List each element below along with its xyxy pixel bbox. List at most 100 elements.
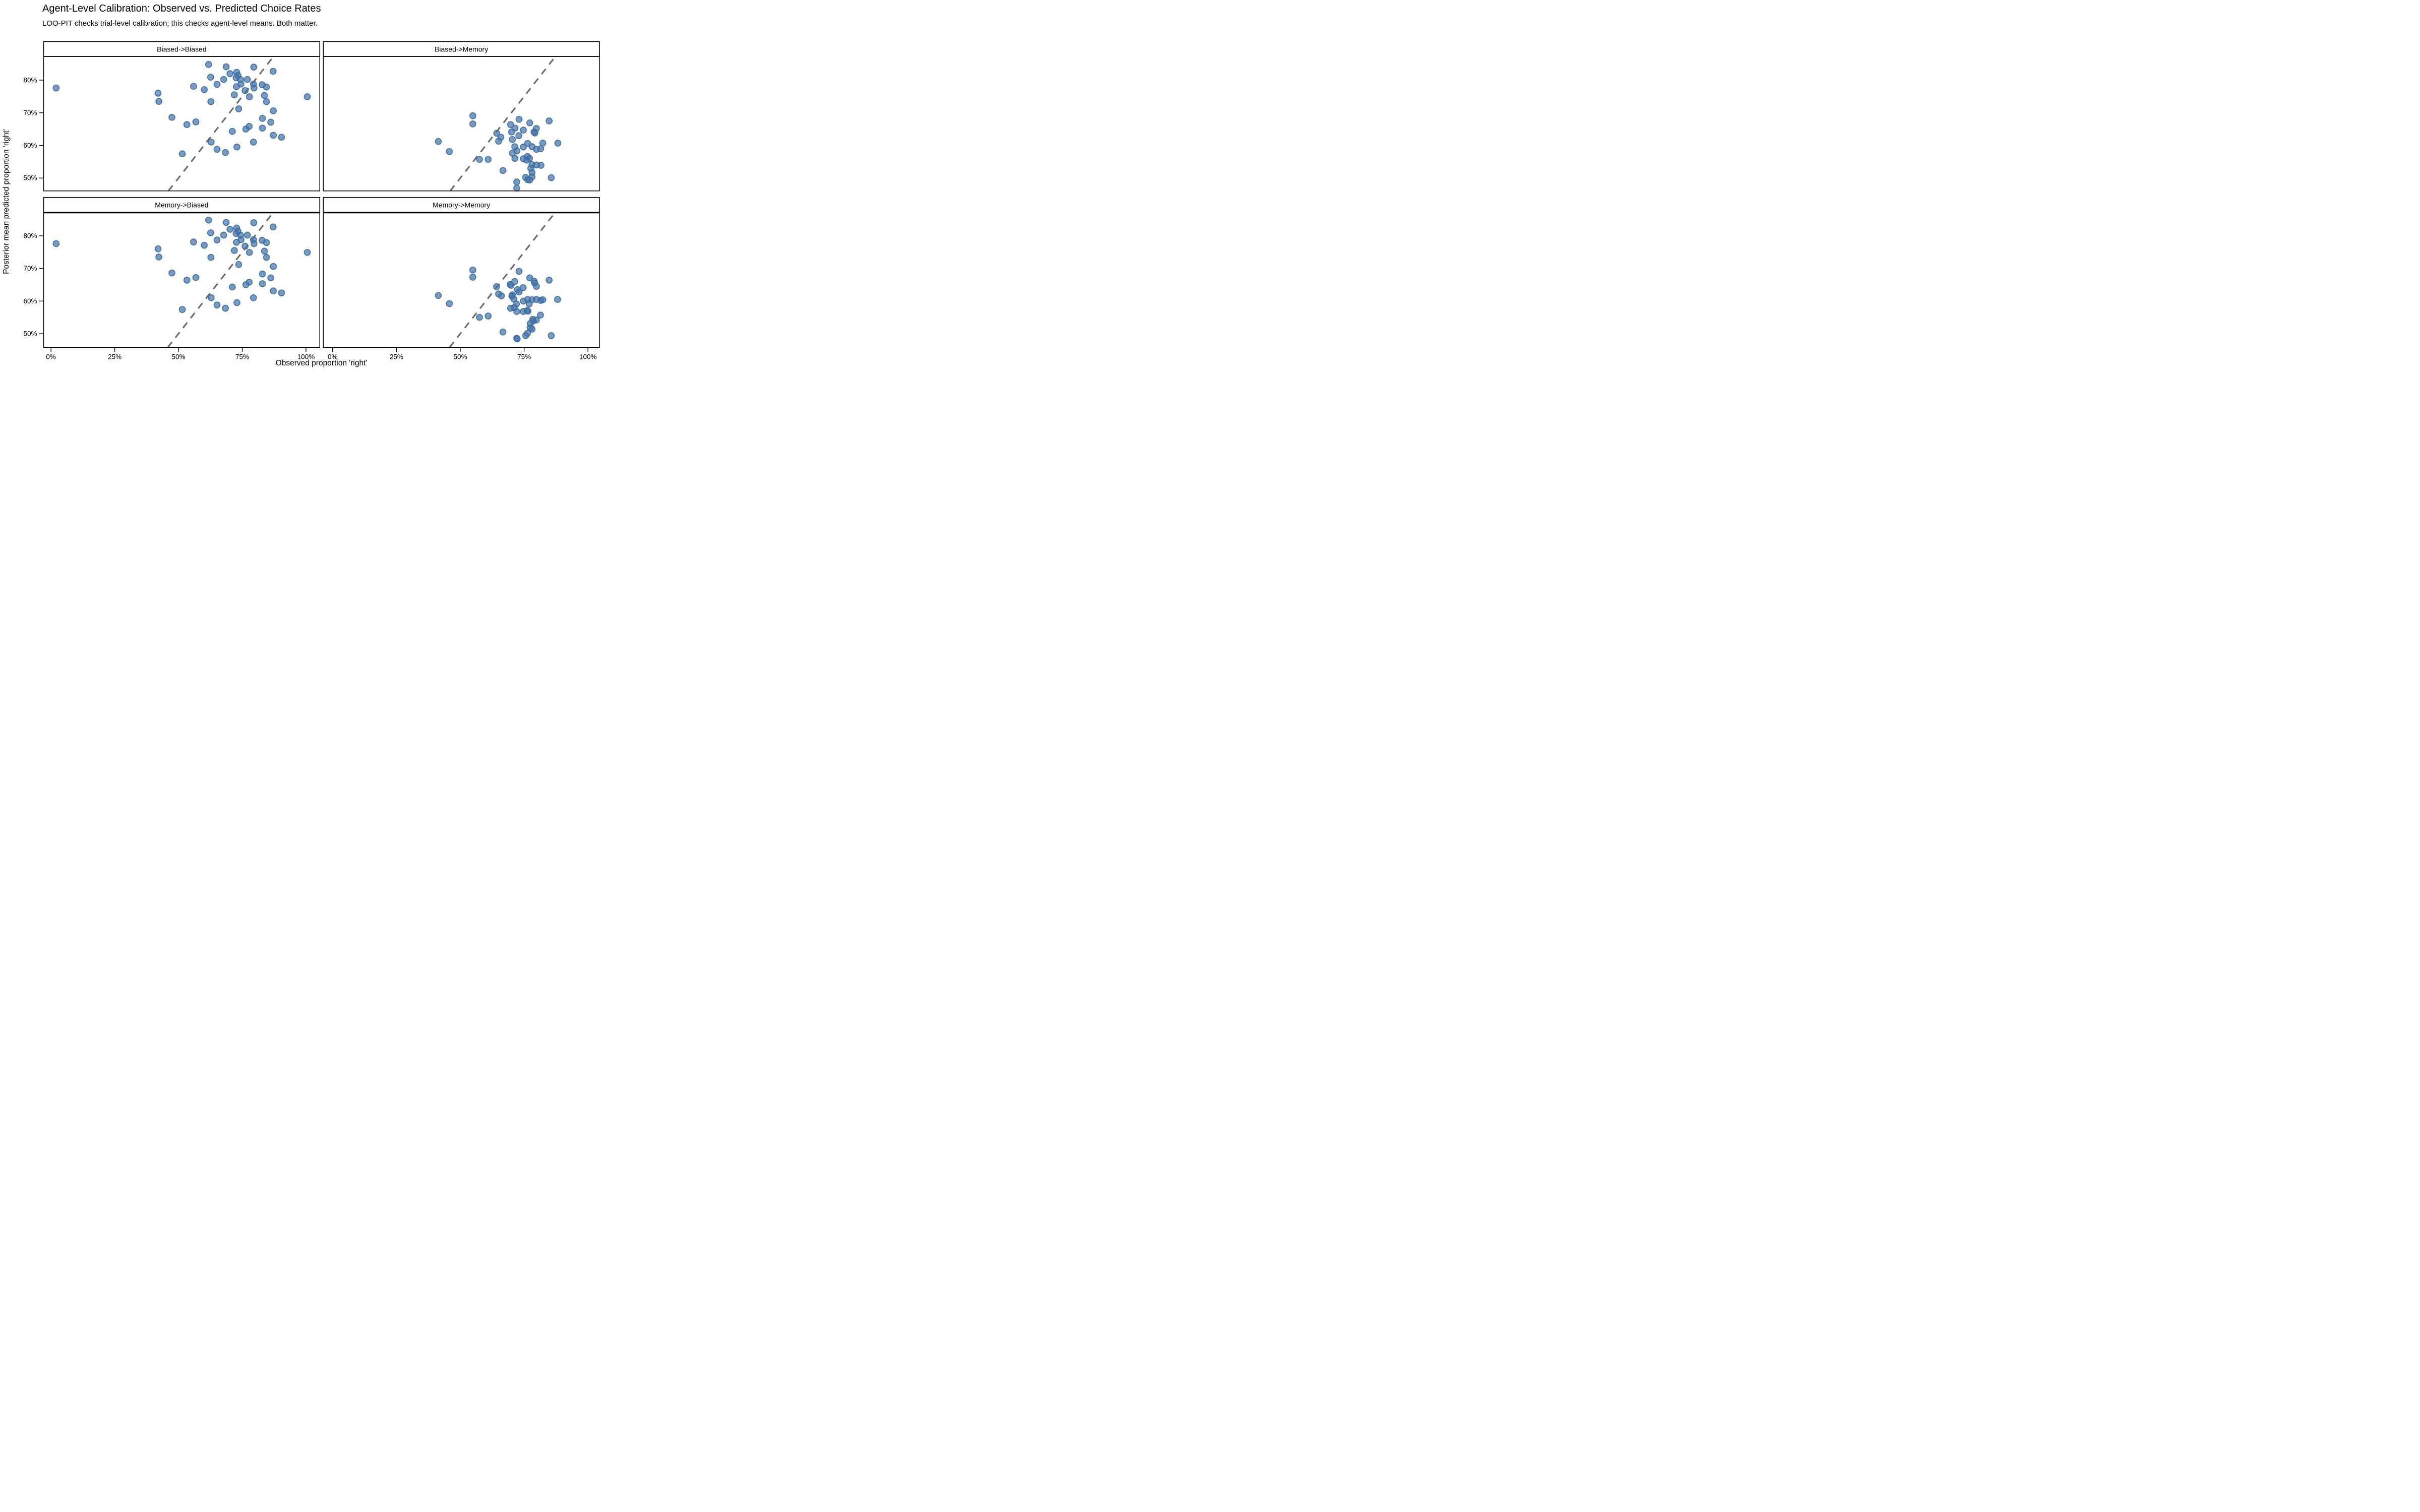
data-point	[513, 178, 520, 185]
data-point	[539, 296, 547, 303]
data-point	[190, 83, 197, 90]
data-point	[554, 140, 562, 147]
data-point	[533, 317, 540, 324]
data-point	[201, 241, 208, 249]
x-tick-label: 100%	[579, 353, 597, 360]
data-point	[261, 92, 268, 99]
data-point	[520, 127, 527, 134]
facet-label: Biased->Memory	[435, 45, 488, 53]
x-axis-title: Observed proportion 'right'	[275, 359, 368, 367]
data-point	[222, 219, 230, 226]
data-point	[513, 184, 520, 192]
data-point	[528, 326, 536, 333]
identity-line	[449, 212, 556, 348]
data-point	[228, 128, 236, 135]
data-point	[546, 277, 553, 284]
data-point	[242, 125, 250, 133]
data-point	[250, 84, 258, 92]
data-point	[526, 119, 533, 127]
data-point	[250, 219, 258, 226]
y-tick-label: 70%	[23, 265, 37, 272]
data-point	[278, 289, 285, 296]
data-point	[168, 269, 175, 277]
data-point	[515, 268, 523, 275]
data-point	[263, 98, 270, 105]
data-point	[155, 98, 162, 105]
data-point	[507, 282, 515, 289]
data-point	[183, 277, 191, 284]
data-point	[507, 121, 514, 128]
data-point	[205, 61, 212, 68]
data-point	[52, 240, 60, 247]
data-point	[263, 254, 270, 261]
data-point	[269, 68, 277, 75]
data-point	[213, 301, 221, 308]
x-tick-label: 75%	[517, 353, 531, 360]
y-tick-label: 60%	[23, 142, 37, 149]
data-point	[446, 300, 453, 307]
chart-canvas: Biased->Biased 50% 60% 70% 80% Biased->Memory…	[23, 41, 600, 360]
y-tick-label: 50%	[23, 174, 37, 182]
panel-border	[323, 212, 600, 348]
data-point	[485, 312, 492, 320]
data-point	[495, 138, 502, 145]
data-point	[278, 134, 285, 141]
data-point	[154, 90, 162, 97]
x-tick-label: 25%	[108, 353, 122, 360]
data-point	[522, 332, 529, 339]
data-point	[548, 332, 555, 339]
facet-Memory->Biased: Memory->Biased 0% 25% 50% 75% 100% 50% 60% 70% 80…	[23, 197, 321, 360]
data-point	[537, 311, 544, 319]
data-point	[250, 139, 257, 146]
chart-title: Agent-Level Calibration: Observed vs. Pr…	[42, 3, 321, 14]
data-point	[515, 288, 523, 296]
data-point	[498, 292, 505, 299]
y-tick-label: 60%	[23, 297, 37, 305]
x-tick-label: 50%	[172, 353, 186, 360]
data-point	[250, 294, 257, 301]
data-point	[524, 307, 532, 315]
data-point	[515, 115, 523, 123]
data-point	[222, 63, 230, 71]
data-point	[526, 176, 533, 183]
data-point	[201, 86, 208, 93]
data-point	[190, 238, 197, 245]
x-tick-label: 0%	[328, 353, 338, 360]
data-point	[509, 136, 516, 143]
data-point	[269, 223, 277, 231]
data-point	[235, 261, 243, 268]
x-tick-label: 100%	[297, 353, 315, 360]
data-point	[261, 247, 268, 255]
identity-line	[449, 56, 556, 192]
data-point	[537, 162, 544, 169]
x-tick-label: 75%	[235, 353, 249, 360]
data-point	[220, 231, 227, 239]
data-point	[213, 81, 221, 88]
data-point	[539, 140, 547, 147]
data-point	[207, 229, 214, 236]
data-point	[222, 304, 229, 312]
y-tick-label: 80%	[23, 77, 37, 84]
chart-subtitle: LOO-PIT checks trial-level calibration; …	[42, 19, 318, 28]
x-tick-label: 0%	[46, 353, 56, 360]
facet-label: Memory->Biased	[155, 201, 208, 209]
facet-strip	[323, 197, 600, 213]
data-point	[154, 245, 162, 253]
data-point	[469, 274, 476, 281]
data-point	[514, 335, 521, 343]
data-point	[246, 93, 253, 100]
data-point	[183, 121, 191, 128]
data-point	[242, 281, 250, 288]
data-point	[476, 313, 483, 321]
data-point	[259, 124, 266, 132]
data-point	[241, 87, 249, 94]
x-tick-label: 25%	[390, 353, 403, 360]
data-point	[226, 226, 234, 233]
data-point	[259, 280, 266, 287]
data-point	[523, 156, 530, 164]
data-point	[267, 274, 274, 282]
data-point	[446, 148, 453, 155]
data-point	[168, 113, 175, 121]
data-point	[228, 283, 236, 291]
data-point	[270, 132, 277, 139]
